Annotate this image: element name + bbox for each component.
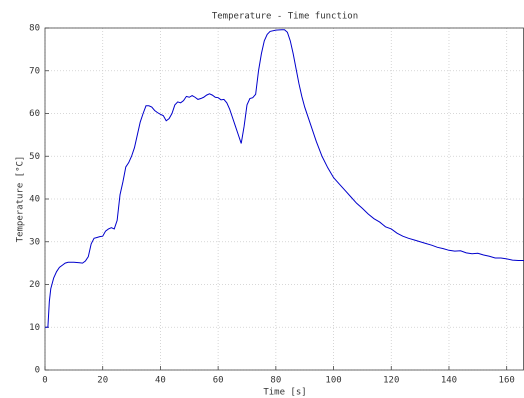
x-tick-label: 160: [499, 376, 515, 386]
x-tick-label: 60: [213, 376, 224, 386]
line: [45, 29, 524, 328]
y-tick-label: 60: [29, 109, 40, 119]
y-tick-label: 40: [29, 195, 40, 205]
chart-title: Temperature - Time function: [212, 12, 358, 22]
x-tick-label: 100: [325, 376, 341, 386]
x-axis-label: Time [s]: [263, 388, 306, 398]
x-tick-label: 20: [97, 376, 108, 386]
y-tick-label: 50: [29, 152, 40, 162]
x-tick-label: 120: [383, 376, 399, 386]
y-tick-label: 30: [29, 237, 40, 247]
y-tick-label: 0: [35, 366, 40, 376]
x-tick-label: 0: [42, 376, 47, 386]
y-tick-label: 10: [29, 323, 40, 333]
y-tick-label: 20: [29, 280, 40, 290]
y-tick-label: 70: [29, 66, 40, 76]
x-tick-label: 40: [155, 376, 166, 386]
x-tick-label: 80: [270, 376, 281, 386]
x-tick-label: 140: [441, 376, 457, 386]
plot-frame: [44, 27, 524, 371]
y-tick-label: 80: [29, 24, 40, 34]
y-axis-label: Temperature [°C]: [16, 156, 26, 243]
